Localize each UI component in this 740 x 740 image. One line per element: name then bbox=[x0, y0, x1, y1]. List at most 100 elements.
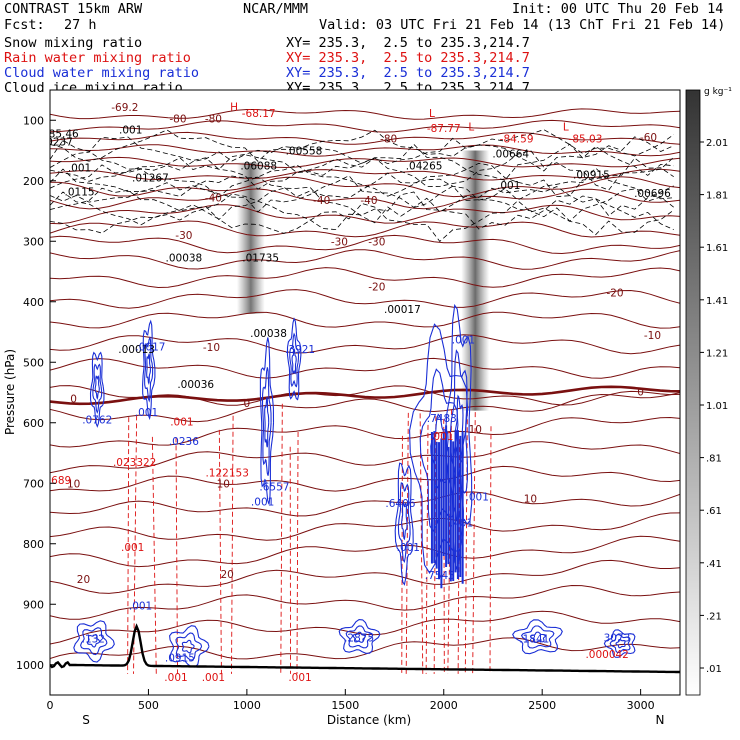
forecast-label: Fcst: bbox=[4, 17, 45, 33]
extremum-label: .00036 bbox=[177, 379, 214, 391]
isotherm-line bbox=[50, 144, 680, 157]
cloud-ice-contour bbox=[50, 139, 674, 181]
y-tick-label: 400 bbox=[23, 296, 44, 309]
field-xy-rain: XY= 235.3, 2.5 to 235.3,214.7 bbox=[286, 50, 530, 66]
extremum-label: .0915 bbox=[165, 652, 195, 664]
isotherm-line bbox=[50, 204, 680, 225]
isotherm-label: 10 bbox=[469, 424, 482, 436]
cloud-ice-contour bbox=[50, 136, 674, 172]
isotherm-line bbox=[50, 249, 680, 270]
x-tick-label: 0 bbox=[47, 699, 54, 712]
extremum-label: -68.17 bbox=[242, 108, 276, 120]
cloud-ice-contour bbox=[50, 200, 674, 242]
extremum-label: .401 bbox=[450, 518, 473, 530]
isotherm-line bbox=[50, 220, 680, 238]
cloud-water-contour bbox=[146, 352, 151, 386]
direction-label-south: S bbox=[82, 713, 90, 727]
y-tick-label: 600 bbox=[23, 417, 44, 430]
extremum-label: 2689 bbox=[45, 475, 72, 487]
colorbar-tick-label: .01 bbox=[706, 664, 722, 675]
cloud-water-contour bbox=[615, 638, 626, 649]
rain-contour bbox=[231, 415, 234, 674]
terrain-profile bbox=[50, 623, 680, 674]
cloud-water-contour bbox=[144, 335, 154, 403]
extremum-label: -85.03 bbox=[569, 133, 603, 145]
extremum-label: .023322 bbox=[113, 457, 156, 469]
temperature-contours bbox=[50, 108, 680, 660]
isotherm-line bbox=[50, 131, 680, 145]
extremum-label: .00664 bbox=[492, 149, 529, 161]
extremum-label: .00558 bbox=[286, 146, 323, 158]
valid-time: Valid: 03 UTC Fri 21 Feb 14 (13 ChT Fri … bbox=[319, 17, 726, 33]
plot-frame bbox=[49, 89, 681, 696]
direction-label-north: N bbox=[656, 713, 665, 727]
cloud-water-contour bbox=[338, 619, 381, 654]
extremum-label: L bbox=[429, 108, 435, 120]
cloud-water-contour bbox=[86, 634, 101, 648]
extremum-label: .1841 bbox=[519, 634, 549, 646]
rain-contour bbox=[457, 439, 460, 674]
isotherm-label: -80 bbox=[205, 113, 222, 125]
cloud-ice-contours bbox=[50, 129, 674, 242]
colorbar-tick-label: .61 bbox=[706, 506, 722, 517]
isotherm-label: -80 bbox=[380, 133, 397, 145]
cloud-water-contour bbox=[401, 502, 408, 541]
extremum-label: .00038 bbox=[166, 253, 203, 265]
freezing-level-line bbox=[50, 385, 680, 406]
extremum-label: .001 bbox=[68, 162, 91, 174]
isotherm-line bbox=[50, 188, 680, 210]
rain-contour bbox=[127, 417, 130, 674]
colorbar-tick-label: 1.41 bbox=[706, 296, 728, 307]
isotherm-label: -30 bbox=[331, 236, 348, 248]
cloud-water-contour bbox=[264, 397, 270, 448]
extremum-label: .00017 bbox=[384, 304, 421, 316]
isotherm-line bbox=[50, 289, 680, 309]
isotherm-line bbox=[50, 416, 680, 448]
extremum-label: .001 bbox=[121, 542, 144, 554]
colorbar-tick-label: 1.61 bbox=[706, 243, 728, 254]
extremum-label: .001 bbox=[430, 431, 453, 443]
isotherm-label: -20 bbox=[368, 282, 385, 294]
isotherm-line bbox=[50, 441, 680, 474]
y-tick-label: 300 bbox=[23, 235, 44, 248]
x-tick-label: 500 bbox=[138, 699, 159, 712]
extremum-label: .0115 bbox=[65, 187, 95, 199]
colorbar-tick-label: 1.21 bbox=[706, 348, 728, 359]
cloud-water-contour bbox=[603, 629, 636, 658]
colorbar-tick-label: .21 bbox=[706, 611, 722, 622]
y-tick-label: 700 bbox=[23, 477, 44, 490]
extremum-label: .01735 bbox=[242, 253, 279, 265]
rain-contour bbox=[419, 413, 424, 674]
cloud-water-contour bbox=[261, 367, 272, 476]
isotherm-line bbox=[50, 392, 680, 423]
colorbar-unit: g kg⁻¹ bbox=[704, 87, 732, 97]
extremum-label: .001 bbox=[135, 407, 158, 419]
extremum-label: .7483 bbox=[427, 413, 457, 425]
isotherm-label: -80 bbox=[169, 113, 186, 125]
isotherm-label: -69.2 bbox=[111, 102, 138, 114]
cloud-water-contour bbox=[291, 347, 297, 375]
x-tick-label: 3000 bbox=[627, 699, 655, 712]
isotherm-line bbox=[50, 119, 680, 133]
cloud-ice-contour bbox=[50, 175, 674, 217]
rain-contour bbox=[489, 426, 492, 674]
extremum-label: .2875 bbox=[344, 633, 374, 645]
colorbar-tick-label: .41 bbox=[706, 559, 722, 570]
y-axis-label: Pressure (hPa) bbox=[3, 349, 17, 435]
isotherm-label: -20 bbox=[606, 288, 623, 300]
extremum-label: .001 bbox=[119, 124, 142, 136]
isotherm-label: 0 bbox=[70, 394, 77, 406]
extremum-label: 3073 bbox=[604, 633, 631, 645]
extremum-label: .000042 bbox=[585, 649, 628, 661]
extremum-label: .00038 bbox=[250, 328, 287, 340]
y-tick-label: 200 bbox=[23, 175, 44, 188]
rain-contour bbox=[280, 403, 283, 674]
isotherm-label: 0 bbox=[244, 398, 251, 410]
isotherm-line bbox=[50, 491, 680, 517]
extremum-label: .001 bbox=[129, 600, 152, 612]
cloud-water-contours bbox=[73, 303, 636, 668]
isotherm-line bbox=[50, 234, 680, 255]
cloud-water-contour bbox=[609, 634, 631, 654]
extremum-label: .001 bbox=[170, 417, 193, 429]
x-tick-label: 2500 bbox=[528, 699, 556, 712]
